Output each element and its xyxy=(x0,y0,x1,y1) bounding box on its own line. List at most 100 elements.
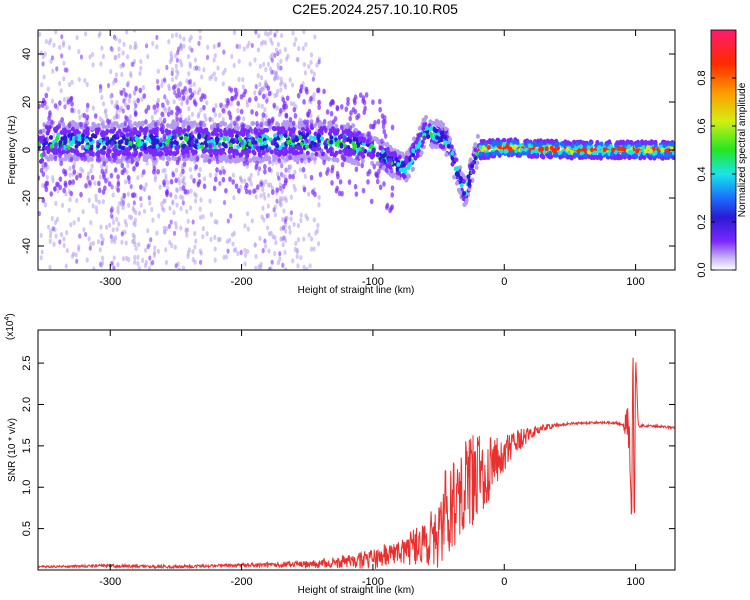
spectrogram-cell xyxy=(277,157,282,164)
spectrogram-noise-cell xyxy=(260,86,264,92)
snr-marks xyxy=(38,357,675,570)
spectrogram-noise-cell xyxy=(44,38,48,45)
spectrogram-cell xyxy=(76,151,81,157)
spectrogram-noise-cell xyxy=(109,213,114,219)
spectrogram-noise-cell xyxy=(78,233,82,239)
spectrogram-cell xyxy=(233,87,238,93)
spectrogram-cell xyxy=(95,129,100,136)
spectrogram-cell xyxy=(304,86,309,93)
spectrogram-cell xyxy=(263,140,268,146)
spectrogram-noise-cell xyxy=(198,206,202,212)
spectrogram-noise-cell xyxy=(184,227,188,233)
snr-x-tick-label: -100 xyxy=(362,576,384,588)
snr-x-axis-label: Height of straight line (km) xyxy=(298,585,415,596)
spectrogram-noise-cell xyxy=(245,248,250,255)
spectrogram-cell xyxy=(49,191,54,197)
spectrogram-noise-cell xyxy=(71,164,76,170)
spectrogram-noise-cell xyxy=(208,198,212,204)
colorbar-label: Normalized spectral amplitude xyxy=(737,82,748,217)
colorbar-tick-label: 0.8 xyxy=(696,70,708,85)
snr-x-tick-label: 100 xyxy=(626,576,644,588)
spectrogram-noise-cell xyxy=(229,213,233,219)
spectrogram-cell xyxy=(650,139,655,145)
spectrogram-noise-cell xyxy=(188,45,192,51)
spectrogram-cell xyxy=(134,85,138,92)
spectrogram-cell xyxy=(84,144,89,150)
spectrogram-noise-cell xyxy=(179,225,183,231)
spectrogram-noise-cell xyxy=(216,237,221,243)
spectrogram-cell xyxy=(344,145,349,152)
spectrogram-noise-cell xyxy=(309,236,314,242)
spectrogram-cell xyxy=(235,150,240,156)
spectrogram-cell xyxy=(372,163,377,170)
spectrogram-noise-cell xyxy=(269,265,273,270)
spectrogram-cell xyxy=(133,111,138,117)
spectrogram-noise-cell xyxy=(77,48,81,55)
spectrogram-cell xyxy=(366,179,370,185)
spectrogram-noise-cell xyxy=(249,181,254,187)
spectrogram-cell xyxy=(565,140,570,146)
spectrogram-noise-cell xyxy=(201,213,205,220)
spectrogram-cell xyxy=(223,130,228,136)
spectrogram-noise-cell xyxy=(263,243,268,249)
snr-scale-label: (x104) xyxy=(4,313,16,340)
spectrogram-noise-cell xyxy=(167,223,172,229)
spectrogram-noise-cell xyxy=(174,194,178,200)
spectrogram-cell xyxy=(627,149,632,155)
spectrogram-noise-cell xyxy=(131,205,135,211)
spectrogram-noise-cell xyxy=(126,80,130,86)
spectrogram-noise-cell xyxy=(276,62,280,68)
spectrogram-cell xyxy=(651,151,656,157)
spectrogram-noise-cell xyxy=(263,195,267,201)
spectrogram-noise-cell xyxy=(139,65,143,71)
spectrogram-cell xyxy=(100,150,105,155)
spectrogram-noise-cell xyxy=(239,249,243,256)
spectrogram-cell xyxy=(267,166,272,173)
spectrogram-cell xyxy=(237,136,242,142)
spectrogram-noise-cell xyxy=(234,247,238,253)
spectrogram-cell xyxy=(355,114,359,121)
spectrogram-cell xyxy=(322,118,327,125)
spectrogram-cell xyxy=(565,147,570,152)
spectrogram-cell xyxy=(395,175,400,181)
spectrogram-noise-cell xyxy=(186,189,190,195)
spectrogram-cell xyxy=(384,204,389,211)
spectrogram-cell xyxy=(498,139,503,145)
spectrogram-noise-cell xyxy=(87,236,91,242)
spectrogram-cell xyxy=(137,130,142,136)
spectrogram-noise-cell xyxy=(120,239,124,245)
spectrogram-noise-cell xyxy=(94,205,98,211)
spectrogram-cell xyxy=(105,118,110,124)
spectrogram-cell xyxy=(501,141,506,147)
spectrogram-noise-cell xyxy=(261,39,265,45)
spectrogram-noise-cell xyxy=(121,50,125,56)
spectrogram-noise-cell xyxy=(295,56,299,62)
spectrogram-cell xyxy=(334,123,339,129)
spectrogram-cell xyxy=(450,161,455,167)
spectrogram-cell xyxy=(123,120,128,126)
spectrogram-noise-cell xyxy=(143,263,147,269)
spectrogram-cell xyxy=(285,95,290,101)
spectrogram-cell xyxy=(393,152,398,158)
spectrogram-cell xyxy=(475,133,480,139)
spectrogram-x-tick-label: -300 xyxy=(99,276,121,288)
spectrogram-cell xyxy=(291,127,295,133)
spectrogram-cell xyxy=(202,93,207,100)
spectrogram-cell xyxy=(397,154,402,160)
spectrogram-cell xyxy=(526,150,531,155)
spectrogram-noise-cell xyxy=(259,193,263,199)
spectrogram-cell xyxy=(131,134,135,141)
spectrogram-cell xyxy=(371,148,375,154)
spectrogram-cell xyxy=(312,156,317,162)
spectrogram-cell xyxy=(643,139,648,145)
spectrogram-noise-cell xyxy=(213,234,217,240)
spectrogram-cell xyxy=(595,139,600,145)
spectrogram-cell xyxy=(275,143,280,149)
spectrogram-noise-cell xyxy=(91,105,95,111)
spectrogram-noise-cell xyxy=(307,232,311,238)
spectrogram-cell xyxy=(587,141,592,147)
spectrogram-cell xyxy=(79,191,83,198)
spectrogram-cell xyxy=(267,155,272,161)
spectrogram-cell xyxy=(459,183,464,188)
spectrogram-cell xyxy=(70,107,74,114)
